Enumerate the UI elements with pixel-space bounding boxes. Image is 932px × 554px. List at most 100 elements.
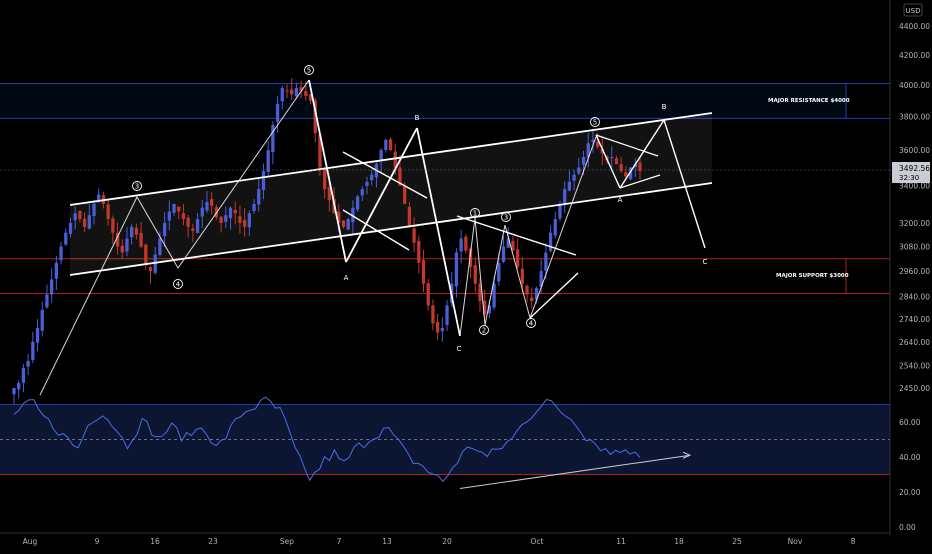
last-price-tag: [892, 162, 930, 183]
candle-body: [261, 171, 266, 191]
wave-circle-1: [173, 279, 183, 289]
candle-body: [525, 285, 529, 295]
candle-body: [426, 283, 430, 306]
candle-body: [167, 211, 171, 221]
candle-body: [144, 244, 148, 265]
wave-label-8: 3: [504, 214, 508, 222]
rsi-trendline: [459, 454, 691, 489]
time-tick-label: Nov: [788, 537, 803, 546]
candle-body: [111, 218, 115, 233]
price-tick-label: 2840.00: [899, 293, 930, 302]
candle-body: [515, 249, 520, 267]
candle-body: [473, 265, 477, 284]
resistance-label: MAJOR RESISTANCE $4000: [768, 98, 850, 104]
wave-label-9: 4: [529, 320, 534, 328]
price-tick-label: 3400.00: [899, 181, 930, 190]
candle-body: [21, 368, 26, 383]
candle-body: [572, 174, 576, 181]
candle-body: [304, 91, 308, 96]
candle-body: [619, 164, 623, 172]
candle-body: [308, 94, 313, 101]
candle-body: [134, 227, 139, 235]
candle-body: [530, 297, 534, 302]
candle-body: [195, 219, 200, 234]
candle-body: [407, 206, 412, 227]
wave-label-10: 5: [593, 119, 597, 127]
candle-body: [219, 216, 223, 223]
candle-body: [511, 240, 515, 251]
candle-body: [360, 189, 364, 196]
candle-body: [431, 305, 435, 324]
candle-body: [200, 207, 204, 217]
candle-body: [539, 271, 543, 287]
candle-body: [365, 181, 369, 187]
candle-body: [614, 158, 619, 165]
candle-body: [492, 283, 496, 308]
correction-leg-c: [416, 127, 461, 337]
candle-body: [242, 219, 247, 227]
candle-body: [17, 382, 21, 390]
candle-body: [238, 216, 242, 223]
candle-body: [257, 189, 261, 205]
wave-label-13: C: [703, 258, 708, 266]
impulse-wave-path: [39, 79, 310, 396]
candle-body: [186, 217, 190, 227]
candle-body: [177, 206, 181, 212]
candle-body: [454, 252, 459, 287]
mini-triangle-lower: [619, 174, 661, 189]
candle-body: [563, 189, 567, 204]
candles: [12, 77, 642, 406]
wave-label-4: B: [415, 114, 420, 122]
price-tick-label: 3800.00: [899, 113, 930, 122]
candle-body: [370, 174, 374, 181]
candle-body: [398, 167, 402, 186]
candle-body: [191, 228, 195, 231]
price-tick-label: 3200.00: [899, 219, 930, 228]
candle-body: [544, 252, 548, 271]
candle-body: [346, 219, 350, 230]
rsi-tick-label: 60.00: [899, 418, 921, 427]
price-tick-label: 4200.00: [899, 51, 930, 60]
wedge-line-2: [342, 209, 410, 251]
candle-body: [548, 232, 553, 252]
price-tick-label: 2740.00: [899, 315, 930, 324]
time-tick-label: 16: [150, 537, 160, 546]
second-impulse-path: [459, 136, 597, 337]
candle-body: [162, 222, 167, 236]
price-tick-label: 4000.00: [899, 81, 930, 90]
wave-label-6: 1: [473, 210, 477, 218]
candle-body: [290, 89, 294, 95]
last-price-value: 3492.56: [899, 164, 930, 173]
candle-body: [148, 267, 153, 272]
candle-body: [417, 240, 421, 263]
candle-body: [205, 202, 209, 211]
candle-body: [468, 248, 473, 267]
time-tick-label: 23: [208, 537, 218, 546]
candle-body: [158, 238, 162, 255]
candle-body: [591, 139, 595, 142]
time-tick-label: 8: [851, 537, 856, 546]
correction-leg-a: [308, 79, 347, 263]
candle-body: [459, 238, 463, 252]
candle-body: [31, 341, 35, 361]
time-tick-label: 11: [616, 537, 626, 546]
candle-body: [534, 288, 539, 300]
wave-label-11: A: [618, 196, 623, 204]
candle-body: [59, 246, 63, 261]
wedge-line-1: [342, 151, 428, 199]
triangle-lower-line: [529, 272, 579, 319]
wave-label-3: A: [344, 274, 349, 282]
wave-circle-10: [590, 117, 600, 127]
candle-body: [628, 167, 633, 180]
candle-body: [210, 199, 214, 206]
triangle-upper-line: [456, 215, 577, 256]
candle-body: [624, 172, 628, 177]
candle-body: [567, 181, 572, 191]
candle-body: [275, 103, 280, 122]
candle-body: [595, 141, 600, 147]
wave-circle-7: [479, 325, 489, 335]
wave-label-7: 2: [482, 327, 486, 335]
candle-body: [341, 220, 346, 227]
candle-body: [506, 238, 510, 248]
